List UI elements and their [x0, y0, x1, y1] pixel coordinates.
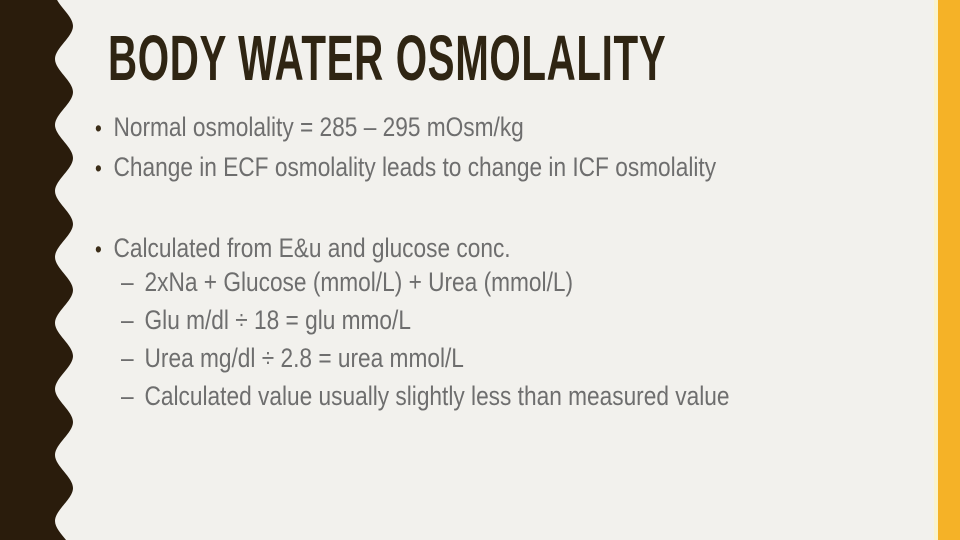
- bullet-text: Calculated from E&u and glucose conc.: [113, 233, 511, 263]
- right-accent-bar: [938, 0, 960, 540]
- sub-bullet-text: Urea mg/dl ÷ 2.8 = urea mmol/L: [144, 343, 464, 373]
- bullet-line: • Normal osmolality = 285 – 295 mOsm/kg: [95, 112, 524, 143]
- dash-icon: –: [121, 305, 134, 335]
- dash-icon: –: [121, 267, 134, 297]
- bullet-icon: •: [95, 236, 102, 262]
- sub-bullet-text: 2xNa + Glucose (mmol/L) + Urea (mmol/L): [144, 267, 574, 297]
- sub-bullet-line: – Urea mg/dl ÷ 2.8 = urea mmol/L: [121, 343, 464, 373]
- sub-bullet-text: Glu m/dl ÷ 18 = glu mmo/L: [144, 305, 411, 335]
- bullet-line: • Calculated from E&u and glucose conc.: [95, 233, 511, 264]
- bullet-icon: •: [95, 115, 102, 141]
- right-accent-stripe: [934, 0, 938, 540]
- bullet-icon: •: [95, 155, 102, 181]
- dash-icon: –: [121, 343, 134, 373]
- sub-bullet-text: Calculated value usually slightly less t…: [144, 381, 730, 411]
- slide-title: BODY WATER OSMOLALITY: [108, 22, 667, 94]
- sub-bullet-line: – 2xNa + Glucose (mmol/L) + Urea (mmol/L…: [121, 267, 573, 297]
- sub-bullet-line: – Calculated value usually slightly less…: [121, 381, 729, 411]
- bullet-line: • Change in ECF osmolality leads to chan…: [95, 152, 716, 183]
- wave-shape: [0, 0, 73, 540]
- dash-icon: –: [121, 381, 134, 411]
- bullet-text: Change in ECF osmolality leads to change…: [113, 152, 717, 182]
- bullet-text: Normal osmolality = 285 – 295 mOsm/kg: [113, 112, 524, 142]
- left-wave-decoration: [0, 0, 73, 540]
- sub-bullet-line: – Glu m/dl ÷ 18 = glu mmo/L: [121, 305, 411, 335]
